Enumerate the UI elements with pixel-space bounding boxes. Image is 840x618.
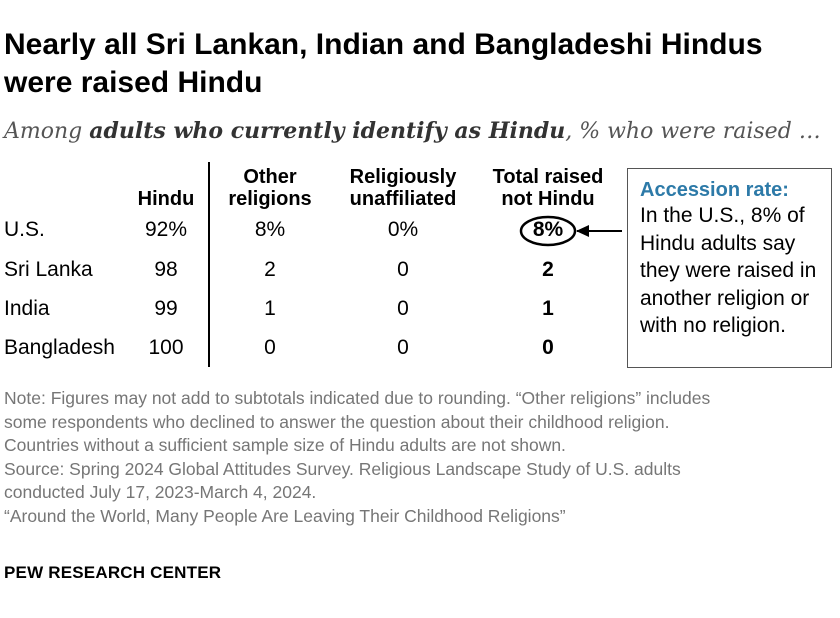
column-header: Total raised not Hindu	[478, 166, 618, 210]
table-cell: 0	[542, 336, 554, 359]
subtitle-emphasis: adults who currently identify as Hindu	[89, 118, 566, 144]
table-cell: 0%	[387, 218, 419, 241]
table-cell: 0	[397, 258, 409, 281]
table-cell: 1	[542, 297, 554, 320]
table-cell: 2	[542, 258, 554, 281]
row-label: Sri Lanka	[4, 258, 93, 281]
callout-title: Accession rate:	[640, 179, 789, 201]
note-line: “Around the World, Many People Are Leavi…	[4, 505, 566, 526]
chart-title: Nearly all Sri Lankan, Indian and Bangla…	[4, 28, 763, 99]
table-cell: 0	[397, 297, 409, 320]
column-header-line1: Total raised	[492, 166, 604, 188]
accession-rate-callout: Accession rate: In the U.S., 8% of Hindu…	[627, 168, 832, 368]
column-header-line2: religions	[228, 188, 312, 210]
note-line: some respondents who declined to answer …	[4, 411, 670, 432]
row-label: U.S.	[4, 218, 45, 241]
row-label: India	[4, 297, 50, 320]
note-line: Source: Spring 2024 Global Attitudes Sur…	[4, 458, 681, 479]
note-line: conducted July 17, 2023-March 4, 2024.	[4, 482, 317, 502]
table-cell: 1	[264, 297, 276, 320]
table-cell: 92%	[144, 218, 188, 241]
table-cell: 98	[154, 258, 178, 281]
table-cell: 0	[264, 336, 276, 359]
table-cell: 8%	[254, 218, 286, 241]
column-header-line2: Hindu	[137, 188, 195, 210]
row-label: Bangladesh	[4, 336, 115, 359]
table-cell: 8%	[532, 218, 564, 241]
table-cell: 0	[397, 336, 409, 359]
subtitle-suffix: , % who were raised …	[565, 119, 821, 144]
callout-body: In the U.S., 8% of Hindu adults say they…	[640, 204, 817, 337]
subtitle-prefix: Among	[4, 119, 90, 144]
column-header-line1	[126, 166, 206, 188]
note-line: Note: Figures may not add to subtotals i…	[4, 388, 711, 408]
column-header: Other religions	[215, 166, 325, 210]
notes: Note: Figures may not add to subtotals i…	[4, 387, 838, 528]
column-header: Hindu	[126, 166, 206, 210]
table-divider	[208, 162, 210, 367]
data-table: Hindu Other religions Religiously unaffiliat…	[0, 160, 620, 370]
column-header-line1: Other	[243, 166, 297, 188]
table-cell: 100	[148, 336, 184, 359]
table-cell: 99	[154, 297, 178, 320]
table-cell: 2	[264, 258, 276, 281]
column-header-line1: Religiously	[349, 166, 457, 188]
column-header-line2: unaffiliated	[349, 188, 457, 210]
note-line: Countries without a sufficient sample si…	[4, 435, 566, 455]
column-header: Religiously unaffiliated	[328, 166, 478, 210]
brand-footer: PEW RESEARCH CENTER	[4, 563, 222, 582]
chart-subtitle: Among adults who currently identify as H…	[4, 118, 834, 144]
column-header-line2: not Hindu	[501, 188, 595, 210]
